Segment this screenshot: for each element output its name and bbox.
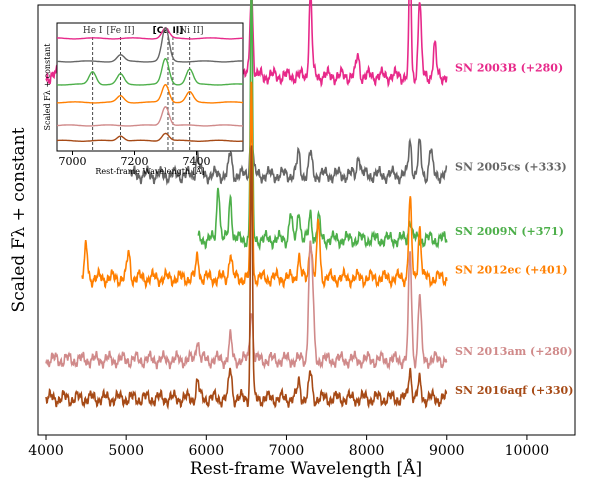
inset-series-line-sn-2009n [56,57,243,86]
x-tick-label-10000: 10000 [505,443,550,459]
inset-marker-label-ni-ii: [Ni II] [176,26,204,36]
x-tick-label-4000: 4000 [28,443,64,459]
x-tick-label-9000: 9000 [429,443,465,459]
x-tick-label-5000: 5000 [108,443,144,459]
series-label-sn-2012ec-401: SN 2012ec (+401) [455,263,568,276]
main-plot-frame [37,4,576,436]
series-label-sn-2016aqf-330: SN 2016aqf (+330) [455,384,573,397]
series-labels: SN 2003B (+280) SN 2005cs (+333) SN 2009N … [455,61,573,397]
inset-x-tick-label-7200: 7200 [121,155,149,168]
inset-y-axis-title: Scaled Fλ + constant [43,43,52,131]
series-line-sn-2009n-371 [197,0,448,252]
series-line-sn-2013am-280 [45,240,448,371]
x-tick-label-7000: 7000 [269,443,305,459]
inset-series-line-sn-2016aqf [56,132,244,142]
inset-x-ticks: 7000 7200 7400 [59,151,211,168]
inset-series-line-sn-2003b [57,27,244,40]
series-label-sn-2003b-280: SN 2003B (+280) [455,61,563,74]
inset-background [57,23,243,151]
inset-x-tick-label-7000: 7000 [59,155,87,168]
inset-series-line-sn-2012ec [56,83,243,104]
y-axis-title: Scaled Fλ + constant [9,127,29,312]
inset-series-line-sn-2013am [56,106,243,127]
series-label-sn-2005cs-333: SN 2005cs (+333) [455,160,567,173]
inset-marker-label-fe-ii: [Fe II] [107,26,135,36]
inset-series-group [56,26,244,142]
main-x-ticks: 4000 5000 6000 7000 8000 9000 10000 [28,435,549,459]
x-axis-title: Rest-frame Wavelength [Å] [190,458,422,479]
inset-series-line-sn-2005cs [56,26,243,63]
x-tick-label-8000: 8000 [349,443,385,459]
series-line-sn-2005cs-333 [129,131,448,186]
series-label-sn-2013am-280: SN 2013am (+280) [455,345,573,358]
inset-x-axis-title: Rest-frame Wavelength [Å] [95,167,204,176]
inset-frame [56,22,244,152]
series-line-sn-2016aqf-330 [45,145,448,410]
x-tick-label-6000: 6000 [188,443,224,459]
series-label-sn-2009n-371: SN 2009N (+371) [455,225,564,238]
inset-marker-label-he-i: He I [83,26,103,36]
inset-x-tick-label-7400: 7400 [183,155,211,168]
series-line-sn-2012ec-401 [81,81,448,290]
